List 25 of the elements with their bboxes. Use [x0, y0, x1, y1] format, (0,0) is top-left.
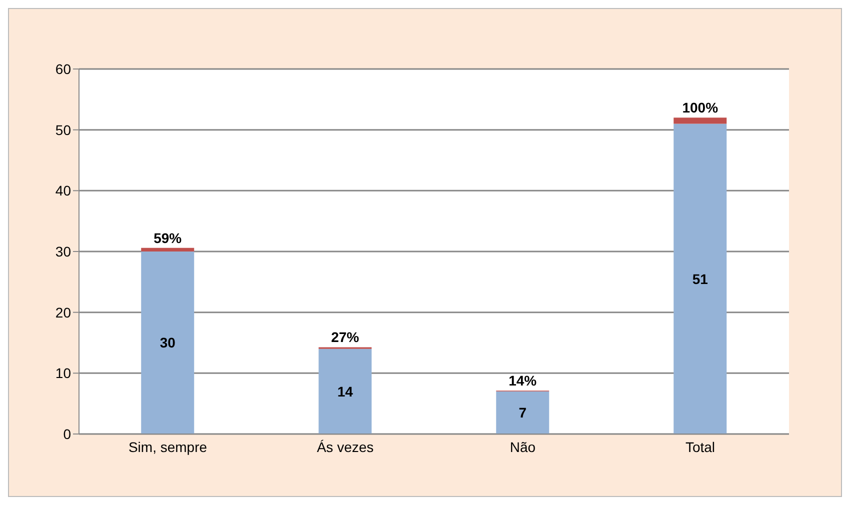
x-tick-label: Total	[685, 438, 716, 455]
data-label: 14%	[508, 372, 538, 389]
bar	[141, 252, 194, 434]
bar	[141, 248, 194, 252]
bar	[318, 348, 372, 434]
data-label: 51	[692, 270, 708, 287]
bar	[674, 124, 727, 434]
data-label: 7	[518, 404, 527, 421]
data-label: 14	[337, 383, 354, 400]
y-tick-label: 0	[63, 426, 72, 442]
x-tick-label: Não	[510, 438, 536, 455]
x-tick-label: Ás vezes	[316, 438, 374, 455]
y-tick-label: 40	[55, 182, 72, 199]
y-tick-label: 50	[55, 122, 72, 138]
data-label: 30	[160, 334, 176, 351]
data-label: 100%	[682, 100, 719, 116]
y-tick-label: 20	[55, 304, 72, 320]
y-tick-label: 30	[55, 243, 72, 260]
bar	[496, 391, 550, 434]
data-label: 27%	[331, 329, 360, 346]
y-tick-label: 10	[55, 365, 72, 382]
bar	[674, 118, 727, 124]
y-tick-label: 60	[55, 60, 72, 77]
data-label: 59%	[154, 230, 182, 246]
x-tick-label: Sim, sempre	[128, 438, 208, 455]
